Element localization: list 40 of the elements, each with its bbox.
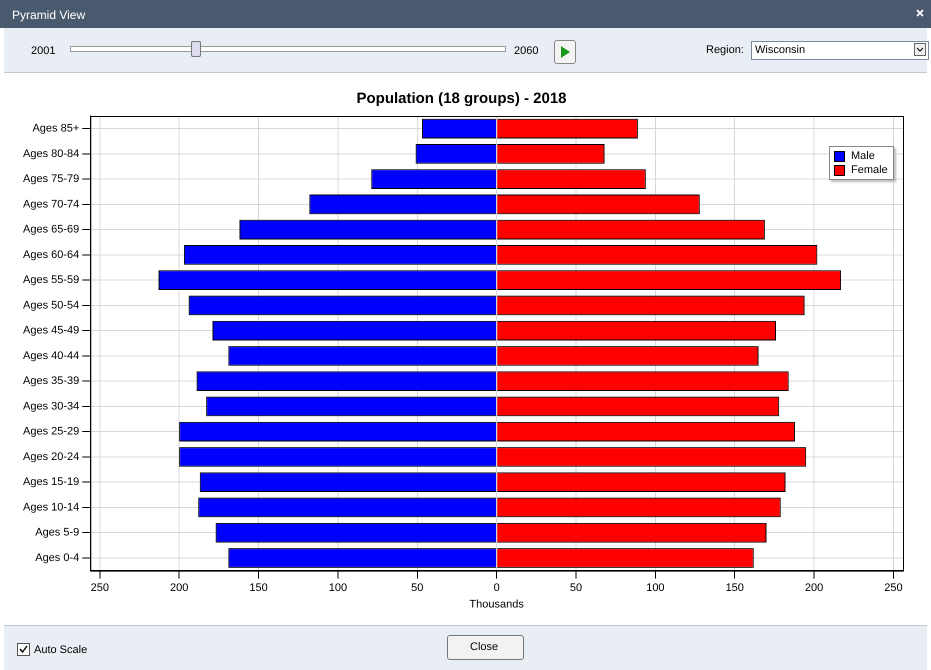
y-tick-label: Ages 15-19 (22, 476, 80, 488)
x-tick-label: 50 (570, 582, 582, 594)
y-tick-label: Ages 40-44 (22, 350, 80, 362)
x-tick-label: 250 (90, 582, 109, 594)
x-tick-label: 50 (411, 582, 424, 594)
text: 2001 (31, 45, 56, 57)
text: Wisconsin (755, 44, 806, 56)
text: 2060 (514, 45, 538, 57)
x-axis-title: Thousands (469, 598, 524, 610)
y-tick-label: Ages 80-84 (22, 148, 80, 160)
y-tick-label: Ages 10-14 (22, 501, 80, 514)
text: Auto Scale (34, 644, 88, 656)
y-tick-label: Ages 75-79 (22, 173, 80, 186)
legend-label: Female (851, 164, 888, 176)
y-tick-label: Ages 45-49 (22, 324, 80, 337)
y-tick-label: Ages 25-29 (22, 426, 80, 438)
y-tick-label: Ages 50-54 (22, 299, 80, 312)
y-tick-label: Ages 0-4 (35, 552, 80, 564)
x-tick-label: 250 (884, 582, 903, 594)
x-tick-label: 0 (494, 582, 500, 594)
text: Close (470, 641, 498, 653)
y-tick-label: Ages 30-34 (22, 400, 80, 412)
x-tick-label: 200 (804, 582, 824, 594)
x-tick-label: 150 (249, 582, 268, 594)
y-tick-label: Ages 65-69 (22, 224, 80, 236)
x-tick-label: 100 (646, 582, 665, 594)
legend-label: Male (851, 150, 875, 162)
y-tick-label: Ages 60-64 (22, 248, 80, 261)
y-tick-label: Ages 20-24 (22, 450, 80, 463)
y-tick-label: Ages 85+ (32, 122, 80, 135)
text: Region: (706, 44, 744, 56)
x-tick-label: 100 (328, 582, 348, 594)
text: Pyramid View (12, 8, 86, 22)
y-tick-label: Ages 70-74 (22, 198, 80, 210)
y-tick-label: Ages 55-59 (22, 274, 80, 286)
x-tick-label: 150 (726, 582, 744, 594)
x-tick-label: 200 (170, 582, 188, 594)
chart-title: Population (18 groups) - 2018 (356, 90, 567, 108)
y-tick-label: Ages 5-9 (35, 526, 80, 539)
y-tick-label: Ages 35-39 (22, 375, 80, 388)
